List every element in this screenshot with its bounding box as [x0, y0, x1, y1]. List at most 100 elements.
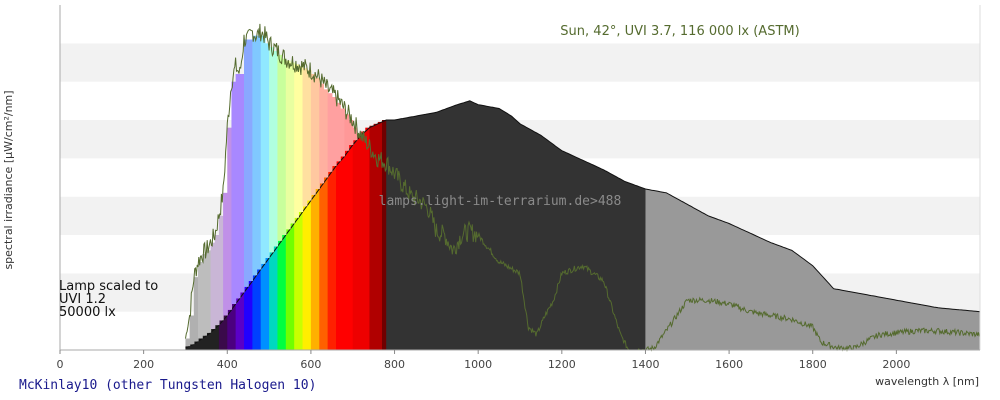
sun-fill-strip	[327, 93, 333, 172]
lamp-fill-strip	[356, 135, 362, 350]
lamp-outline	[185, 100, 981, 349]
lamp-fill-strip	[277, 240, 283, 350]
lamp-spectrum	[185, 100, 981, 351]
lamp-fill-strip	[210, 328, 216, 350]
grid-band	[60, 43, 980, 82]
sun-fill-strip	[214, 235, 220, 326]
lamp-fill-strip	[327, 171, 333, 350]
sun-fill-strip	[264, 43, 270, 259]
lamp-ir-area-light	[645, 189, 980, 350]
lamp-name: McKinlay10 (other Tungsten Halogen 10)	[19, 378, 316, 393]
sun-fill-strip	[202, 254, 207, 336]
sun-fill-strip	[348, 120, 354, 145]
lamp-fill-strip	[310, 194, 316, 350]
sun-fill-strip	[185, 338, 191, 347]
sun-fill-strip	[306, 70, 312, 201]
lamp-fill-strip	[331, 166, 337, 350]
lamp-fill-strip	[239, 292, 245, 350]
sun-fill-strip	[302, 68, 308, 207]
lamp-fill-strip	[348, 144, 354, 350]
grid-band	[60, 5, 980, 44]
sun-fill-strip	[210, 242, 216, 329]
lamp-fill-strip	[298, 212, 304, 350]
grid-band	[60, 81, 980, 120]
lamp-fill-strip	[336, 161, 341, 350]
sun-fill-strip	[252, 35, 258, 276]
lamp-fill-strip	[369, 125, 375, 350]
x-tick-label: 1200	[548, 358, 576, 371]
lamp-note-line-3: 50000 lx	[59, 305, 116, 320]
sun-annotation: Sun, 42°, UVI 3.7, 116 000 lx (ASTM)	[560, 24, 799, 39]
lamp-fill-strip	[273, 246, 279, 350]
sun-fill-strip	[310, 74, 316, 195]
x-axis-ticks: 0 200 400 600 800 1000 1200 1400 1600 1800 2000	[57, 350, 910, 371]
lamp-fill-strip	[260, 263, 266, 350]
lamp-fill-strip	[235, 298, 241, 350]
x-tick-label: 400	[217, 358, 238, 371]
x-tick-label: 2000	[882, 358, 910, 371]
x-tick-label: 800	[384, 358, 405, 371]
sun-fill-strip	[315, 77, 320, 189]
lamp-fill-strip	[365, 127, 371, 351]
lamp-fill-strip	[206, 332, 212, 350]
lamp-fill-strip	[189, 344, 195, 350]
lamp-fill-strip	[323, 177, 329, 350]
lamp-fill-strip	[244, 286, 249, 350]
x-axis-label: wavelength λ [nm]	[875, 375, 979, 388]
sun-fill-strip	[189, 315, 195, 345]
lamp-fill-strip	[306, 200, 312, 350]
y-axis-label: spectral irradiance [µW/cm²/nm]	[2, 90, 15, 269]
lamp-fill-strip	[214, 325, 220, 350]
sun-fill-strip	[294, 64, 299, 218]
lamp-fill-strip	[340, 156, 345, 350]
sun-fill-strip	[269, 47, 274, 253]
lamp-fill-strip	[382, 120, 387, 350]
sun-fill-strip	[231, 81, 237, 305]
lamp-fill-strip	[281, 235, 287, 350]
lamp-fill-strip	[185, 346, 191, 350]
x-tick-label: 1400	[631, 358, 659, 371]
sun-fill-strip	[298, 66, 304, 212]
sun-fill-strip	[206, 250, 212, 333]
x-tick-label: 1600	[715, 358, 743, 371]
sun-fill-strip	[331, 97, 337, 166]
lamp-fill-strip	[218, 320, 224, 350]
sun-fill-strip	[198, 261, 203, 339]
lamp-fill-strip	[252, 275, 258, 350]
lamp-fill-strip	[302, 206, 308, 350]
lamp-fill-strip	[315, 189, 320, 350]
x-tick-label: 600	[300, 358, 321, 371]
sun-fill-strip	[290, 62, 295, 224]
lamp-fill-strip	[269, 252, 274, 350]
sun-line	[185, 23, 981, 352]
sun-fill-strip	[218, 215, 224, 321]
watermark: lamps.light-im-terrarium.de>488	[379, 194, 622, 209]
sun-fill-strip	[277, 54, 283, 241]
lamp-fill-strip	[377, 121, 383, 351]
lamp-fill-strip	[202, 335, 207, 350]
lamp-fill-strip	[361, 131, 366, 350]
sun-fill-strip	[235, 74, 241, 299]
sun-fill-strip	[323, 89, 329, 178]
sun-fill-strip	[256, 35, 262, 270]
lamp-fill-strip	[227, 309, 233, 350]
sun-fill-strip	[319, 83, 325, 184]
sun-spectrum	[185, 23, 981, 352]
sun-fill-strip	[336, 102, 341, 162]
x-tick-label: 0	[57, 358, 64, 371]
sun-fill-strip	[244, 39, 249, 287]
lamp-fill-strip	[223, 315, 228, 350]
lamp-fill-strip	[294, 217, 299, 350]
sun-fill-strip	[285, 60, 291, 230]
lamp-fill-strip	[264, 258, 270, 350]
sun-fill-strip	[281, 58, 287, 235]
lamp-note-line-2: UVI 1.2	[59, 292, 106, 307]
sun-fill-strip	[248, 39, 253, 281]
lamp-fill-strip	[319, 183, 325, 350]
x-tick-label: 1000	[464, 358, 492, 371]
x-tick-label: 200	[133, 358, 154, 371]
lamp-fill-strip	[231, 304, 237, 350]
sun-fill-strip	[227, 127, 233, 310]
lamp-fill-strip	[373, 123, 379, 350]
